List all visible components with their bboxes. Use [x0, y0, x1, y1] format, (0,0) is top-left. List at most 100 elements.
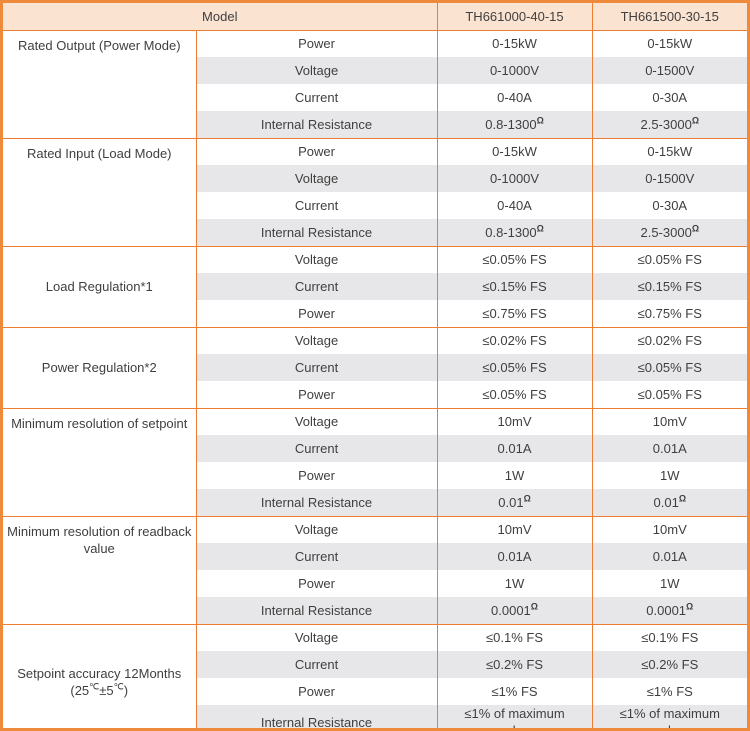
spec-row-power: Power ≤0.05% FS ≤0.05% FS [3, 381, 747, 408]
spec-row-current: Current ≤0.05% FS ≤0.05% FS [3, 354, 747, 381]
param-cell: Current [196, 192, 438, 219]
param-cell: Internal Resistance [196, 111, 438, 138]
value-cell-model-1: ≤0.75% FS [437, 300, 593, 327]
param-cell: Current [196, 84, 438, 111]
param-cell: Internal Resistance [196, 489, 438, 516]
value-text: 0.0001 [491, 602, 531, 618]
param-cell: Power [196, 570, 438, 597]
spec-row-voltage: Load Regulation*1 Voltage ≤0.05% FS ≤0.05% … [3, 246, 747, 327]
group-label: Power Regulation*2 [41, 360, 157, 375]
spec-row-power: Power ≤0.75% FS ≤0.75% FS [3, 300, 747, 327]
param-cell: Power [196, 30, 438, 57]
value-cell-model-1: 0-15kW [437, 138, 593, 165]
value-cell-model-2: ≤0.02% FS [637, 333, 702, 349]
spec-row-internal-resistance: Internal Resistance 0.8-1300Ω 2.5-3000Ω [3, 111, 747, 138]
param-cell: Current [196, 435, 438, 462]
ohm-superscript: Ω [530, 601, 538, 612]
group-label-cell: Rated Input (Load Mode) [3, 138, 197, 246]
param-cell: Current [196, 273, 438, 300]
value-cell-model-2: ≤0.05% FS [592, 354, 747, 381]
group-label-cell: Minimum resolution of readback value [3, 516, 197, 624]
group-label: Rated Input (Load Mode) [26, 145, 172, 161]
value-cell-model-1: 0.01A [437, 543, 593, 570]
group-label: Load Regulation*1 [45, 279, 153, 294]
param-cell: Voltage [196, 516, 438, 543]
param-cell: Voltage [196, 57, 438, 84]
value-cell-model-1: ≤0.05% FS [437, 381, 593, 408]
value-cell-model-2: 2.5-3000Ω [592, 219, 747, 246]
ohm-superscript: Ω [691, 115, 700, 126]
ohm-superscript: Ω [536, 223, 544, 234]
group-label-cell: Minimum resolution of setpoint [3, 408, 197, 516]
spec-row-internal-resistance: Internal Resistance 0.0001Ω 0.0001Ω [3, 597, 747, 624]
spec-row-internal-resistance: Internal Resistance 0.01Ω 0.01Ω [3, 489, 747, 516]
spec-table: Model TH661000-40-15 TH661500-30-15 Rate… [3, 3, 747, 731]
value-text: 0.01 [498, 494, 524, 510]
value-cell-model-1: 1W [437, 570, 593, 597]
param-cell: Current [196, 354, 438, 381]
value-cell-model-1: ≤0.05% FS [437, 246, 593, 273]
value-line-2: value [498, 723, 531, 731]
label-text: ) [123, 682, 129, 698]
param-cell: Internal Resistance [196, 597, 438, 624]
group-label: Minimum resolution of setpoint [11, 415, 188, 431]
param-cell: Voltage [196, 246, 438, 273]
group-label: Rated Output (Power Mode) [17, 37, 181, 53]
value-cell-model-2: ≤0.05% FS [637, 386, 702, 402]
spec-row-power: Rated Input (Load Mode) Power 0-15kW 0-15kW [3, 138, 747, 246]
value-text: 2.5-3000 [640, 224, 692, 240]
spec-row-current: Current 0-40A 0-30A [3, 192, 747, 219]
value-cell-model-2: 0-30A [652, 90, 688, 105]
degree-superscript: ℃ [89, 681, 100, 692]
param-cell: Voltage [196, 408, 438, 435]
ohm-superscript: Ω [678, 493, 687, 504]
value-text: 2.5-3000 [640, 116, 692, 132]
value-cell-model-2: ≤0.15% FS [592, 273, 747, 300]
param-cell: Current [196, 651, 438, 678]
param-cell: Power [196, 381, 438, 408]
value-cell-model-1: 0.0001Ω [437, 597, 593, 624]
degree-superscript: ℃ [113, 681, 124, 692]
group-label: Minimum resolution of readback value [7, 523, 192, 556]
value-cell-model-2: ≤0.1% FS [641, 630, 699, 646]
value-cell-model-2: 1W [660, 468, 680, 483]
param-cell: Internal Resistance [196, 705, 438, 728]
value-cell-model-1: ≤1% of maximum value [437, 705, 593, 731]
spec-row-current: Current 0-40A 0-30A [3, 84, 747, 111]
spec-row-voltage: Voltage 0-1000V 0-1500V [3, 165, 747, 192]
value-cell-model-1: 0.01Ω [437, 489, 593, 516]
value-cell-model-2: 0-30A [652, 198, 688, 213]
param-cell: Power [196, 462, 438, 489]
model-name-cell-1: TH661000-40-15 [437, 3, 593, 31]
param-cell: Current [196, 543, 438, 570]
spec-row-current: Current 0.01A 0.01A [3, 543, 747, 570]
value-line-1: ≤1% of maximum [464, 706, 565, 721]
param-cell: Power [196, 678, 438, 705]
group-label-cell: Setpoint accuracy 12Months (25℃±5℃) [3, 624, 197, 728]
value-cell-model-2: 10mV [652, 522, 687, 538]
param-cell: Voltage [196, 165, 438, 192]
group-power-regulation-2: Power Regulation*2 Voltage ≤0.02% FS ≤0.02%… [3, 327, 747, 408]
header-row: Model TH661000-40-15 TH661500-30-15 [3, 3, 747, 31]
ohm-superscript: Ω [691, 223, 700, 234]
value-cell-model-1: ≤0.2% FS [437, 651, 593, 678]
value-cell-model-2: ≤1% of maximum value [592, 705, 747, 731]
value-cell-model-1: 0-40A [437, 84, 593, 111]
spec-row-voltage: Minimum resolution of readback value Volt… [3, 516, 747, 624]
param-cell: Internal Resistance [196, 219, 438, 246]
value-text: 0.8-1300 [485, 116, 537, 132]
label-text: ±5 [99, 682, 114, 698]
value-cell-model-1: 0-1000V [437, 165, 593, 192]
value-line-2: value [654, 723, 686, 731]
spec-row-internal-resistance: Internal Resistance ≤1% of maximum value ≤1… [3, 705, 747, 731]
value-cell-model-1: ≤0.02% FS [437, 327, 593, 354]
spec-table-header: Model TH661000-40-15 TH661500-30-15 [3, 3, 747, 31]
value-cell-model-2: 0.01A [592, 435, 747, 462]
ohm-superscript: Ω [536, 115, 544, 126]
spec-row-power: Power 1W 1W [3, 570, 747, 597]
value-cell-model-1: ≤0.15% FS [437, 273, 593, 300]
ohm-superscript: Ω [523, 493, 531, 504]
group-label-cell: Power Regulation*2 [3, 327, 197, 408]
value-cell-model-1: 0.01A [437, 435, 593, 462]
